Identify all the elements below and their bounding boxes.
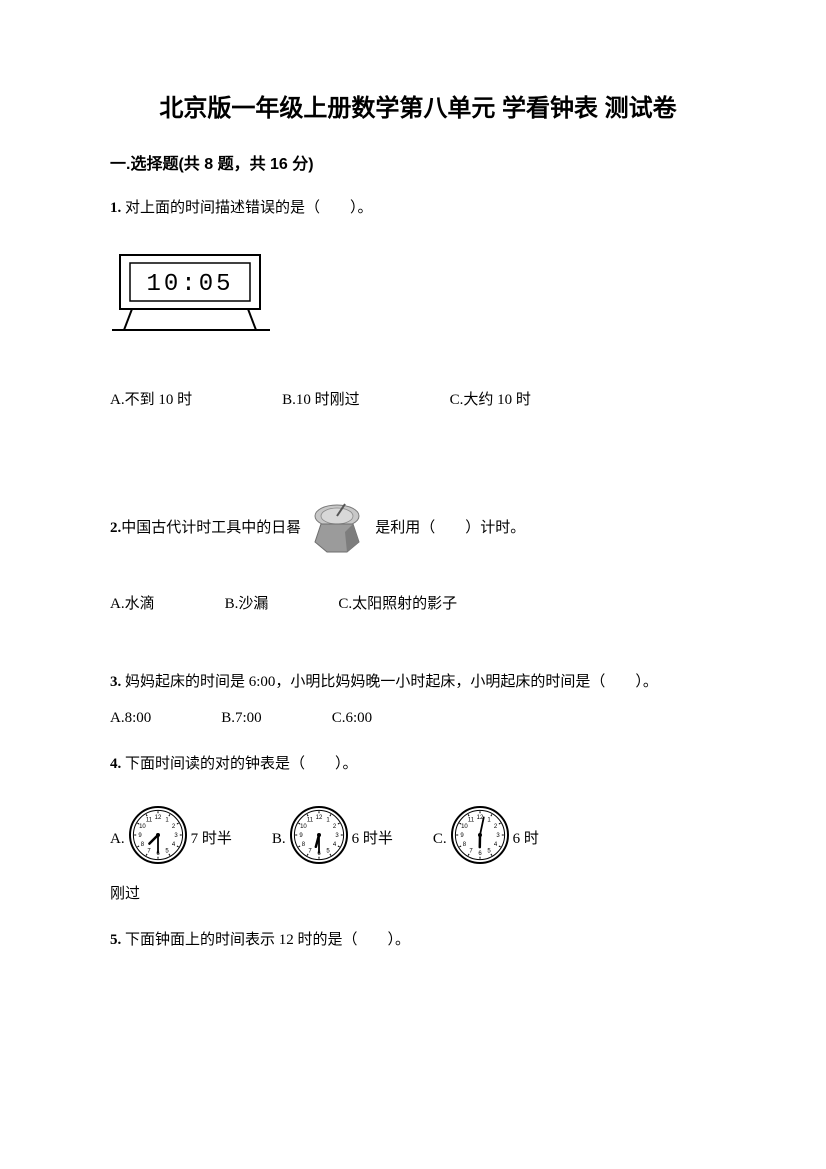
q2-option-a: A.水滴: [110, 592, 155, 616]
q4-stem: 下面时间读的对的钟表是（ ）。: [125, 756, 358, 772]
q2-stem-after: 是利用（ ）计时。: [375, 513, 525, 543]
q3-option-c: C.6:00: [332, 706, 372, 730]
q1-text: 1. 对上面的时间描述错误的是（ ）。: [110, 196, 726, 220]
q1-stem: 对上面的时间描述错误的是（ ）。: [125, 200, 373, 216]
svg-text:11: 11: [307, 817, 314, 823]
svg-text:11: 11: [468, 817, 475, 823]
q4-option-a: A. 123456789101112 7 时半: [110, 806, 232, 872]
question-5: 5. 下面钟面上的时间表示 12 时的是（ ）。: [110, 928, 726, 952]
page-title: 北京版一年级上册数学第八单元 学看钟表 测试卷: [110, 90, 726, 128]
q1-options: A.不到 10 时 B.10 时刚过 C.大约 10 时: [110, 388, 726, 412]
q1-option-a: A.不到 10 时: [110, 388, 192, 412]
q4-number: 4.: [110, 756, 121, 772]
clock-c: 123456789101112: [451, 806, 509, 872]
q1-option-b: B.10 时刚过: [282, 388, 360, 412]
digital-clock: 10:05: [110, 250, 726, 348]
section-header: 一.选择题(共 8 题，共 16 分): [110, 152, 726, 178]
q2-number: 2.: [110, 513, 121, 543]
q4-option-c: C. 123456789101112 6 时: [433, 806, 539, 872]
q5-number: 5.: [110, 932, 121, 948]
clock-a: 123456789101112: [129, 806, 187, 872]
q1-option-c: C.大约 10 时: [450, 388, 531, 412]
svg-text:11: 11: [145, 817, 152, 823]
q4-text: 4. 下面时间读的对的钟表是（ ）。: [110, 752, 726, 776]
q3-text: 3. 妈妈起床的时间是 6:00，小明比妈妈晚一小时起床，小明起床的时间是（ ）…: [110, 670, 726, 694]
q4-c-desc: 6 时: [513, 827, 539, 851]
q2-options: A.水滴 B.沙漏 C.太阳照射的影子: [110, 592, 726, 616]
q4-a-desc: 7 时半: [191, 827, 232, 851]
svg-text:12: 12: [315, 815, 322, 821]
q3-options: A.8:00 B.7:00 C.6:00: [110, 706, 726, 730]
q3-number: 3.: [110, 674, 121, 690]
digital-clock-time: 10:05: [146, 271, 233, 298]
svg-text:10: 10: [300, 824, 307, 830]
question-2: 2. 中国古代计时工具中的日晷 是利用（ ）计时。 A.水滴 B.沙漏 C.太阳…: [110, 498, 726, 616]
q5-stem: 下面钟面上的时间表示 12 时的是（ ）。: [125, 932, 410, 948]
question-1: 1. 对上面的时间描述错误的是（ ）。 10:05 A.不到 10 时 B.10…: [110, 196, 726, 412]
q2-option-b: B.沙漏: [225, 592, 269, 616]
digital-clock-icon: 10:05: [110, 250, 280, 340]
question-4: 4. 下面时间读的对的钟表是（ ）。 A. 123456789101112 7 …: [110, 752, 726, 906]
svg-text:10: 10: [139, 824, 146, 830]
question-3: 3. 妈妈起床的时间是 6:00，小明比妈妈晚一小时起床，小明起床的时间是（ ）…: [110, 670, 726, 730]
q2-text: 2. 中国古代计时工具中的日晷 是利用（ ）计时。: [110, 498, 726, 558]
svg-text:12: 12: [154, 815, 161, 821]
q1-number: 1.: [110, 200, 121, 216]
q3-option-b: B.7:00: [221, 706, 261, 730]
svg-text:10: 10: [461, 824, 468, 830]
q4-b-label: B.: [272, 827, 286, 851]
q4-option-b: B. 123456789101112 6 时半: [272, 806, 393, 872]
q3-option-a: A.8:00: [110, 706, 151, 730]
q4-b-desc: 6 时半: [352, 827, 393, 851]
sundial-icon: [307, 498, 369, 558]
q2-option-c: C.太阳照射的影子: [338, 592, 457, 616]
q4-c-label: C.: [433, 827, 447, 851]
q3-stem: 妈妈起床的时间是 6:00，小明比妈妈晚一小时起床，小明起床的时间是（ ）。: [125, 674, 658, 690]
clock-b: 123456789101112: [290, 806, 348, 872]
q4-trailing: 刚过: [110, 882, 726, 906]
q4-a-label: A.: [110, 827, 125, 851]
q4-options: A. 123456789101112 7 时半 B. 1234567891011…: [110, 806, 726, 872]
q5-text: 5. 下面钟面上的时间表示 12 时的是（ ）。: [110, 928, 726, 952]
q2-stem-before: 中国古代计时工具中的日晷: [121, 513, 301, 543]
